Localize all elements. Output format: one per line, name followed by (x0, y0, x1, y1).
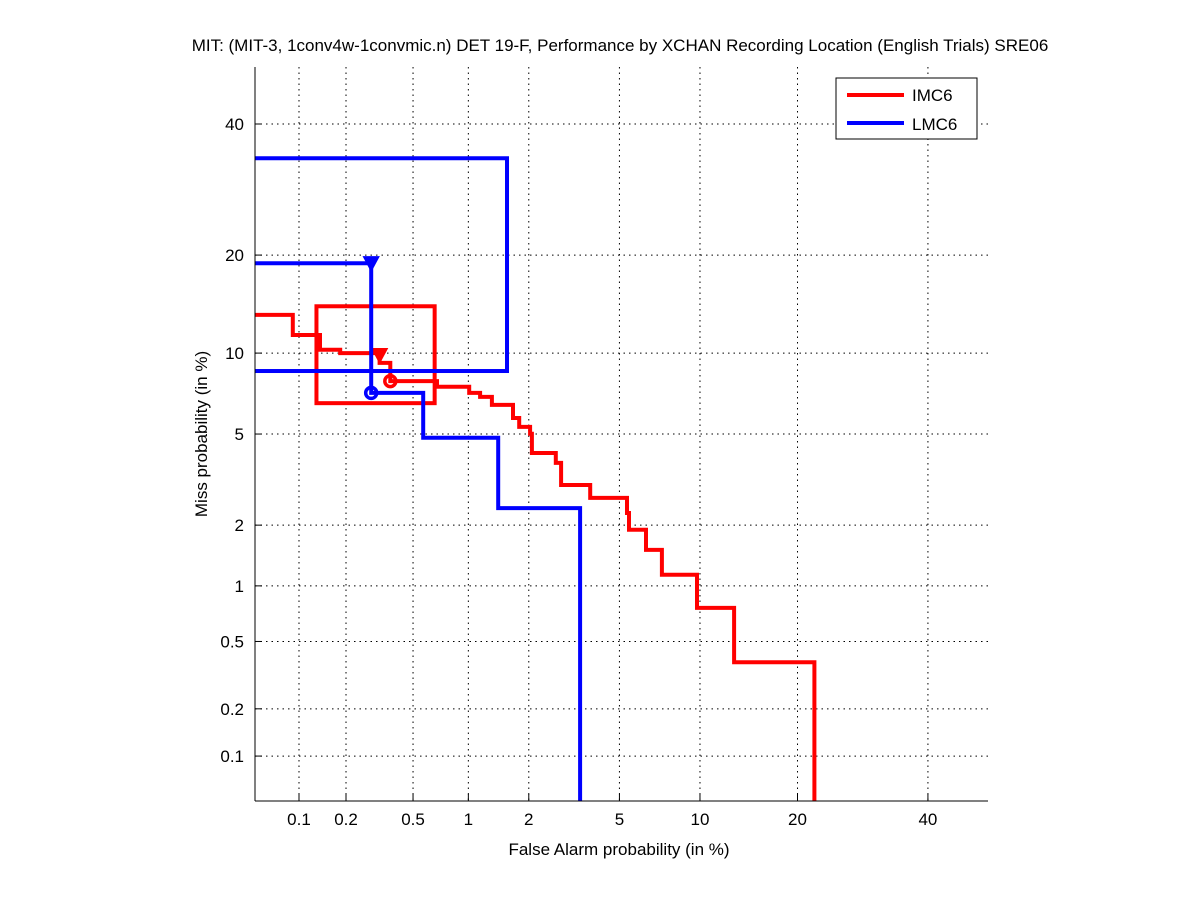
confidence-box-lmc6 (255, 156, 510, 374)
act-dcf-triangle-marker-imc6 (370, 348, 389, 365)
x-axis-label: False Alarm probability (in %) (508, 840, 729, 859)
x-tick-label: 5 (615, 810, 624, 829)
y-tick-label: 20 (225, 246, 244, 265)
legend: IMC6 LMC6 (835, 77, 978, 140)
plot-area (255, 67, 988, 801)
legend-label-lmc6: LMC6 (912, 115, 957, 134)
x-tick-label: 1 (464, 810, 473, 829)
x-tick-label: 0.2 (334, 810, 358, 829)
legend-box (835, 77, 978, 140)
y-tick-label: 0.5 (220, 632, 244, 651)
act-dcf-triangle-marker-lmc6 (362, 256, 380, 273)
legend-label-imc6: IMC6 (912, 86, 953, 105)
y-tick-label: 5 (235, 425, 244, 444)
y-tick-label: 2 (235, 516, 244, 535)
series-layer (255, 156, 817, 801)
y-tick-label: 1 (235, 577, 244, 596)
x-tick-label: 2 (524, 810, 533, 829)
x-tick-label: 10 (691, 810, 710, 829)
y-tick-label: 0.2 (220, 700, 244, 719)
tick-labels: 0.1 0.2 0.5 1 2 5 10 20 40 0.1 0.2 0.5 1 2 5 10 20 40 (220, 115, 937, 829)
x-tick-label: 0.5 (401, 810, 425, 829)
grid-lines (255, 67, 988, 801)
min-dcf-circle-marker-lmc6 (363, 385, 379, 401)
y-tick-label: 10 (225, 344, 244, 363)
confidence-box-imc6 (314, 304, 437, 406)
y-tick-label: 40 (225, 115, 244, 134)
x-tick-label: 0.1 (287, 810, 311, 829)
axes (254, 67, 988, 802)
x-tick-label: 20 (788, 810, 807, 829)
y-axis-label: Miss probability (in %) (192, 351, 211, 517)
x-tick-label: 40 (918, 810, 937, 829)
chart-title: MIT: (MIT-3, 1conv4w-1convmic.n) DET 19-… (192, 36, 1049, 55)
min-dcf-circle-marker-imc6 (383, 373, 398, 389)
y-tick-label: 0.1 (220, 747, 244, 766)
det-curve-lmc6 (255, 261, 583, 801)
